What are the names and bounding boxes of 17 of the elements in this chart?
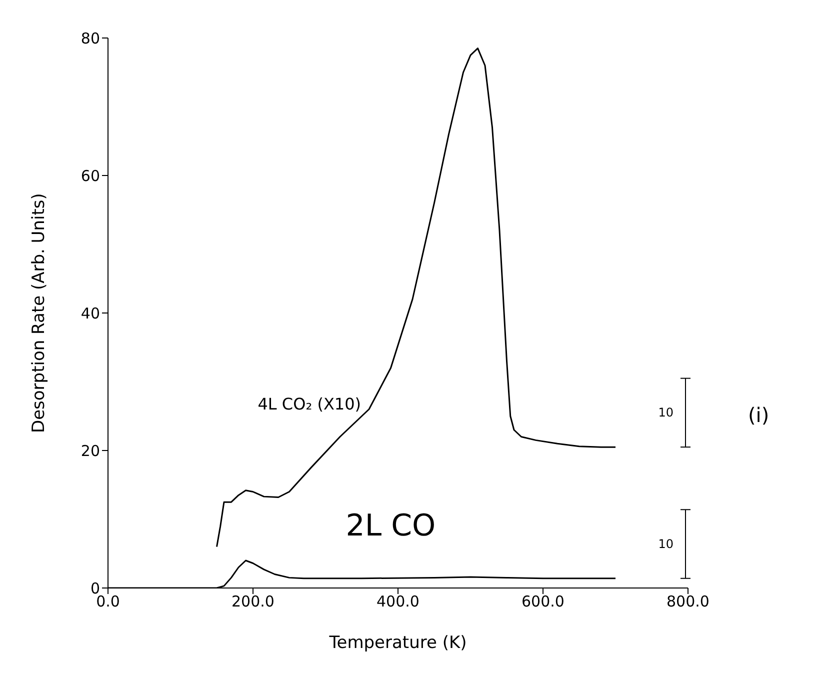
series-label: 2L CO <box>346 508 436 544</box>
y-tick-label: 80 <box>80 29 100 48</box>
series-label: 4L CO₂ (X10) <box>258 394 361 414</box>
y-tick-label: 60 <box>80 166 100 185</box>
x-tick-label: 400.0 <box>376 592 420 611</box>
annotation: 10 <box>658 537 674 551</box>
annotation: 10 <box>658 406 674 420</box>
y-tick-label: 20 <box>80 442 100 460</box>
y-tick-label: 40 <box>80 304 100 322</box>
line-series <box>216 48 616 548</box>
y-axis-title: Desorption Rate (Arb. Units) <box>29 193 50 433</box>
x-tick-label: 600.0 <box>522 592 564 611</box>
x-tick-label: 0.0 <box>96 592 120 611</box>
text: (i) <box>748 403 770 427</box>
x-tick-label: 800.0 <box>666 592 710 611</box>
x-tick-label: 200.0 <box>232 592 274 611</box>
x-axis-title: Temperature (K) <box>328 633 467 653</box>
